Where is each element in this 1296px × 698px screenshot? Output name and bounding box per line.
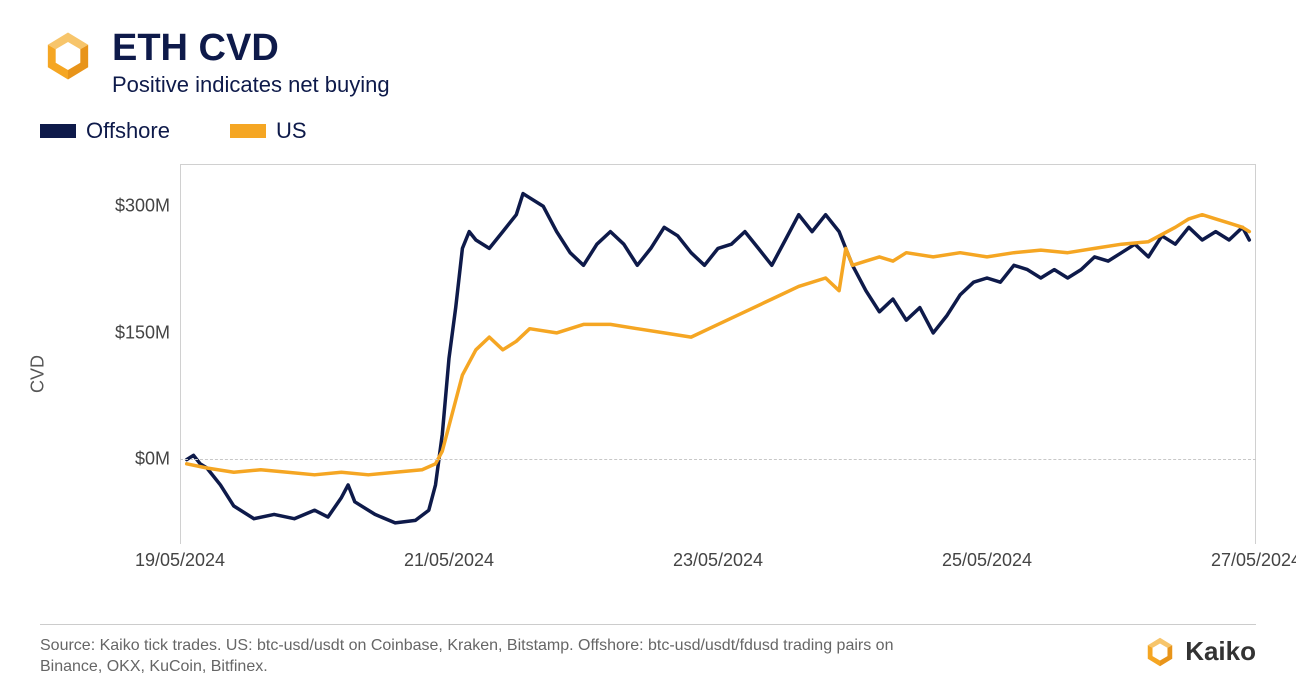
legend-item-us: US (230, 118, 307, 144)
x-tick-label: 27/05/2024 (1211, 544, 1296, 571)
plot-region: $0M$150M$300M19/05/202421/05/202423/05/2… (90, 164, 1256, 544)
y-tick-label: $300M (115, 196, 180, 217)
legend-item-offshore: Offshore (40, 118, 170, 144)
x-tick-label: 23/05/2024 (673, 544, 763, 571)
source-text: Source: Kaiko tick trades. US: btc-usd/u… (40, 635, 940, 678)
chart-area: CVD $0M$150M$300M19/05/202421/05/202423/… (40, 164, 1256, 584)
x-tick-label: 19/05/2024 (135, 544, 225, 571)
legend-label: Offshore (86, 118, 170, 144)
footer-brand: Kaiko (1143, 635, 1256, 669)
kaiko-logo-icon (1143, 635, 1177, 669)
y-axis-label: CVD (28, 355, 49, 393)
legend-swatch-offshore (40, 124, 76, 138)
kaiko-logo-icon (40, 28, 96, 84)
chart-subtitle: Positive indicates net buying (112, 72, 390, 98)
legend-label: US (276, 118, 307, 144)
chart-header: ETH CVD Positive indicates net buying (40, 28, 1256, 98)
series-line-us (187, 214, 1250, 474)
y-tick-label: $0M (135, 449, 180, 470)
y-tick-label: $150M (115, 322, 180, 343)
x-tick-label: 25/05/2024 (942, 544, 1032, 571)
line-chart-svg (180, 164, 1256, 544)
chart-legend: Offshore US (40, 118, 1256, 144)
legend-swatch-us (230, 124, 266, 138)
chart-footer: Source: Kaiko tick trades. US: btc-usd/u… (40, 624, 1256, 678)
chart-title: ETH CVD (112, 28, 390, 70)
footer-brand-text: Kaiko (1185, 636, 1256, 667)
x-tick-label: 21/05/2024 (404, 544, 494, 571)
zero-gridline (180, 459, 1256, 460)
